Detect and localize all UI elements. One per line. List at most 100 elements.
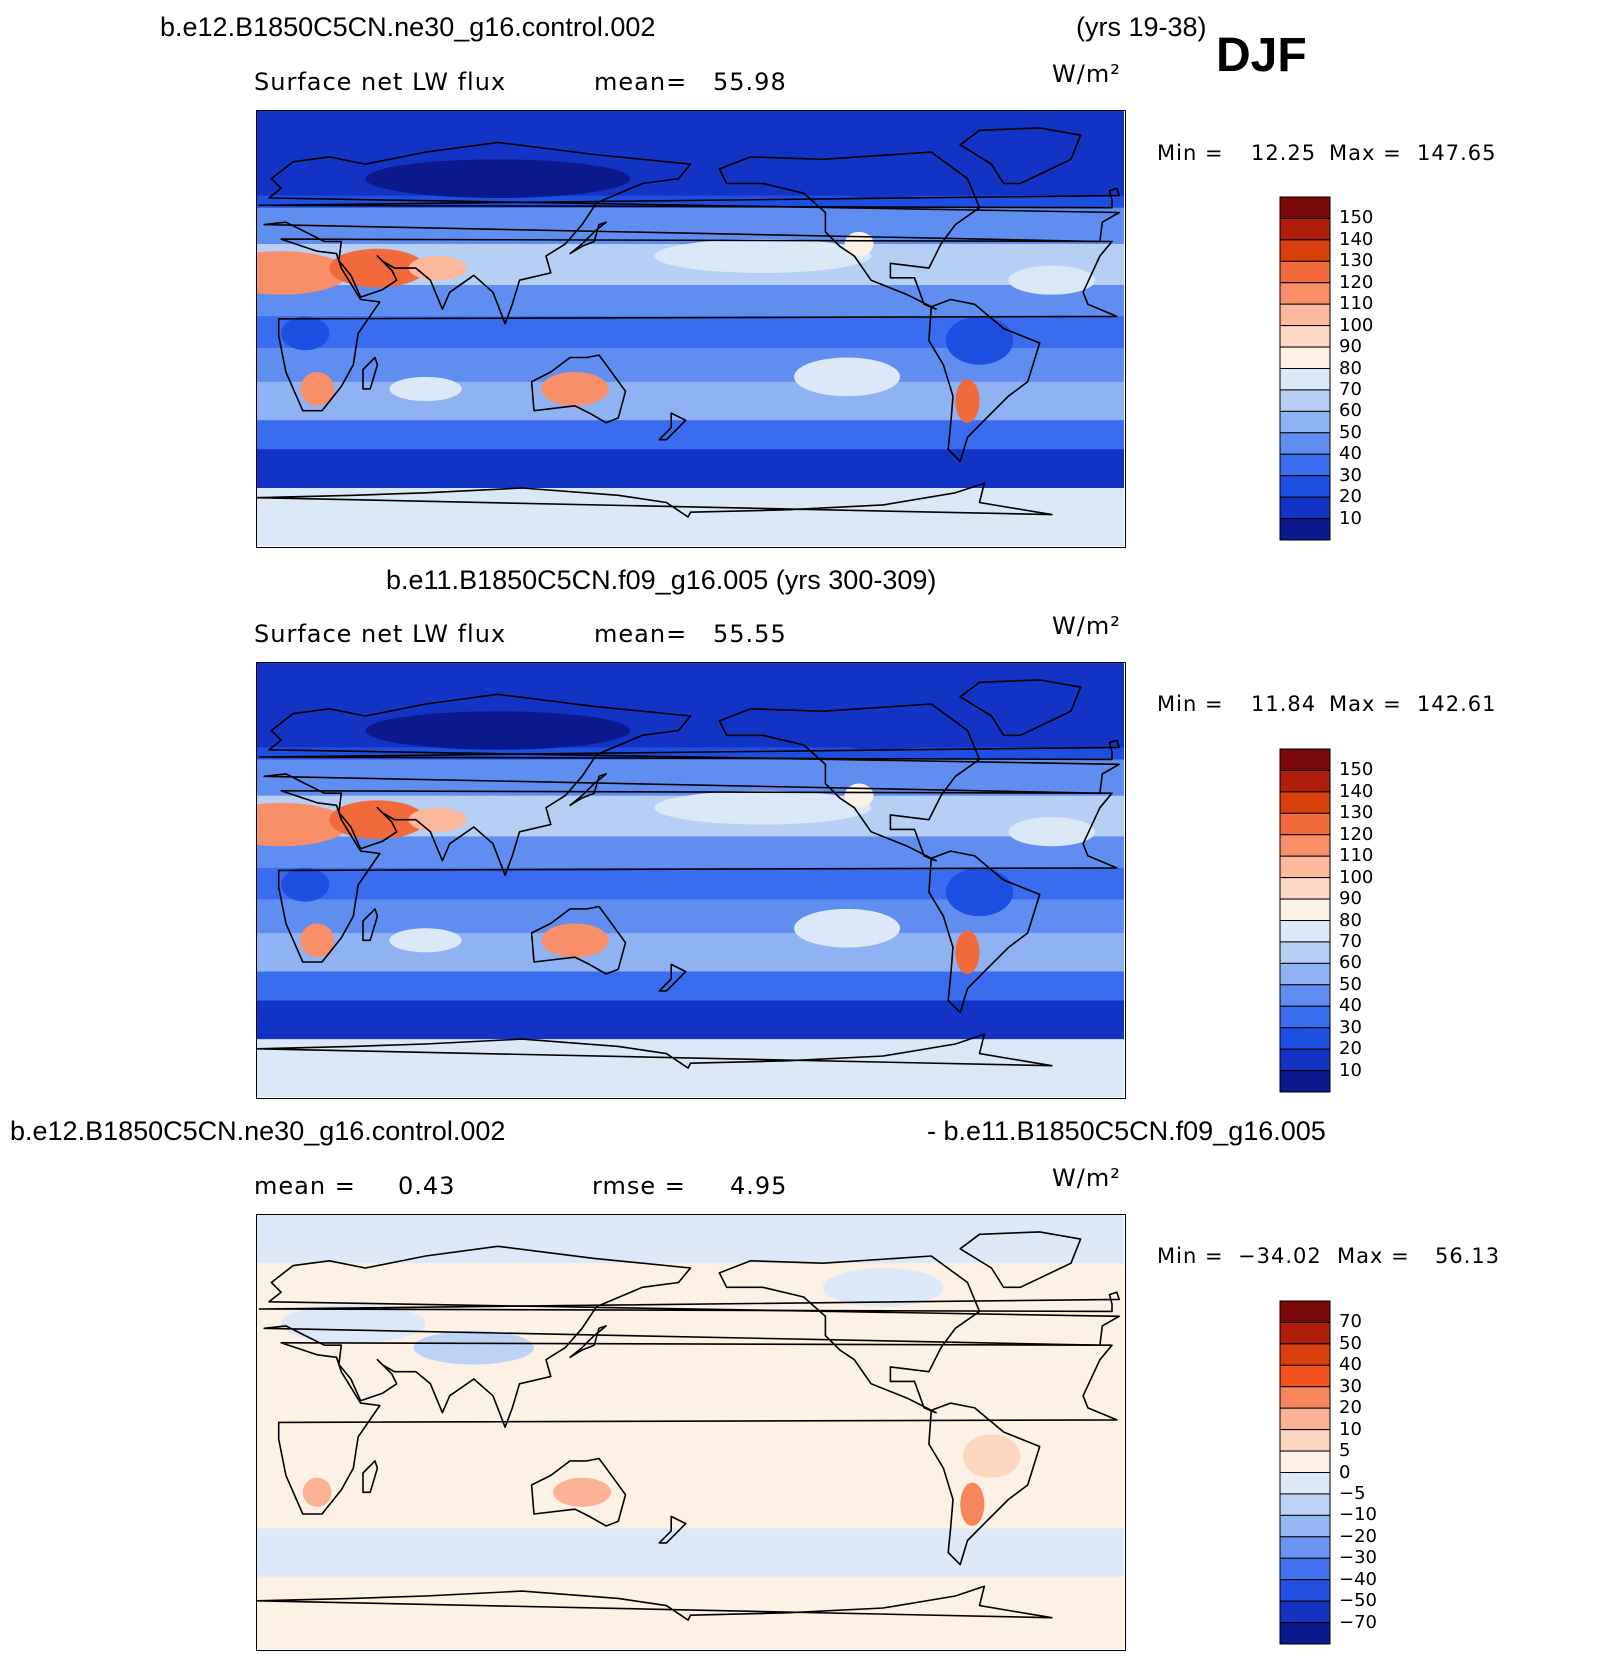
colorbar-tick-label: 70	[1339, 378, 1362, 400]
panel3-rmse-value: 4.95	[730, 1172, 788, 1200]
madagascar-coastline	[362, 356, 379, 390]
colorbar-swatch	[1279, 1622, 1331, 1645]
uk-coastline	[258, 739, 1121, 761]
eurasia-cool	[281, 1304, 426, 1343]
north-tropic-band	[257, 836, 1124, 868]
colorbar-tick-label: −5	[1339, 1482, 1366, 1504]
south-midlat-band	[257, 420, 1124, 450]
colorbar-tick-label: 50	[1339, 421, 1362, 443]
colorbar-tick-label: 30	[1339, 1016, 1362, 1038]
panel2-map	[256, 662, 1126, 1099]
south-subtropic-band	[257, 933, 1124, 972]
colorbar-tick-label: 110	[1339, 293, 1374, 315]
panel3-max-label: Max =	[1337, 1244, 1410, 1268]
colorbar-swatch	[1279, 1070, 1331, 1093]
colorbar-swatch	[1279, 1557, 1331, 1581]
colorbar-tick-label: 40	[1339, 1354, 1362, 1376]
panel1-field	[257, 111, 1124, 546]
south-midlat-band	[257, 971, 1124, 1001]
colorbar-swatch	[1279, 1300, 1331, 1323]
andes-warm	[960, 1482, 985, 1527]
colorbar-swatch	[1279, 282, 1331, 305]
andes-heat	[955, 379, 980, 423]
colorbar-tick-label: −30	[1339, 1547, 1377, 1569]
colorbar-swatch	[1279, 346, 1331, 369]
colorbar-tick-label: 70	[1339, 930, 1362, 952]
europe-asia-coastline	[263, 693, 1121, 876]
north-america-coastline	[718, 1255, 981, 1414]
panel2-max-label: Max =	[1329, 692, 1402, 716]
kalahari-heat	[300, 372, 335, 406]
panel2-min-label: Min =	[1157, 692, 1224, 716]
tibet-cool	[413, 1330, 534, 1365]
antarctica-coastline	[257, 1033, 1053, 1069]
colorbar-swatch	[1279, 453, 1331, 477]
colorbar-tick-label: −40	[1339, 1568, 1377, 1590]
colorbar-swatch	[1279, 984, 1331, 1007]
colorbar-tick-label: 140	[1339, 228, 1374, 250]
canada-cold	[810, 159, 956, 198]
greenland-coastline	[959, 679, 1082, 737]
colorbar-swatch	[1279, 962, 1331, 986]
colorbar-tick-label: 60	[1339, 400, 1362, 422]
panel1-min-label: Min =	[1157, 141, 1224, 165]
panel3-mean-value: 0.43	[398, 1172, 456, 1200]
atlantic-high	[1008, 817, 1096, 847]
pacific-subtropical-high	[654, 790, 872, 825]
colorbar-tick-label: 120	[1339, 271, 1374, 293]
colorbar-tick-label: 150	[1339, 759, 1374, 781]
greenland-coastline	[959, 127, 1082, 185]
colorbar-swatch	[1279, 217, 1331, 241]
uk-coastline	[258, 1291, 1121, 1313]
colorbar-tick-label: 5	[1339, 1440, 1351, 1462]
panel1-mean-value: 55.98	[713, 68, 787, 96]
new-zealand-coastline	[658, 412, 687, 441]
colorbar-tick-label: 80	[1339, 909, 1362, 931]
congo-moist	[281, 867, 330, 902]
africa-coastline	[277, 238, 1118, 412]
colorbar-tick-label: 50	[1339, 1332, 1362, 1354]
colorbar-swatch	[1279, 410, 1331, 434]
colorbar-swatch	[1279, 791, 1331, 814]
panel3-colorbar: 70 50 40 30 20 10 5 0 −5 −10 −20 −30 −40 −50 −70	[1279, 1300, 1419, 1645]
panel3-units: W/m²	[1052, 1164, 1121, 1192]
colorbar-swatch	[1279, 260, 1331, 284]
north-tropic-band	[257, 285, 1124, 317]
colorbar-tick-label: 130	[1339, 250, 1374, 272]
africa-coastline	[277, 1342, 1118, 1515]
new-zealand-coastline	[658, 963, 687, 992]
india-heat	[408, 256, 467, 281]
australia-heat	[541, 372, 609, 406]
colorbar-swatch	[1279, 834, 1331, 857]
colorbar-swatch	[1279, 1493, 1331, 1516]
colorbar-tick-label: 90	[1339, 336, 1362, 358]
sw-usa-warm	[844, 783, 874, 808]
colorbar-swatch	[1279, 1321, 1331, 1345]
north-america-coastline	[718, 151, 981, 310]
panel3-mean-label: mean =	[254, 1172, 356, 1200]
panel3-field	[257, 1215, 1124, 1649]
panel2-mean-value: 55.55	[713, 620, 787, 648]
canada-cool	[822, 1268, 944, 1307]
colorbar-swatch	[1279, 1407, 1331, 1431]
colorbar-swatch	[1279, 1027, 1331, 1050]
colorbar-swatch	[1279, 389, 1331, 412]
se-pacific-high	[794, 357, 901, 397]
colorbar-tick-label: 20	[1339, 1397, 1362, 1419]
colorbar-tick-label: 60	[1339, 952, 1362, 974]
colorbar-tick-label: −20	[1339, 1525, 1377, 1547]
colorbar-tick-label: 40	[1339, 995, 1362, 1017]
pacific-neutral	[630, 1359, 896, 1457]
colorbar-swatch	[1279, 496, 1331, 520]
colorbar-swatch	[1279, 1343, 1331, 1366]
colorbar-swatch	[1279, 855, 1331, 879]
colorbar-tick-label: 30	[1339, 1375, 1362, 1397]
australia-warm	[553, 1477, 612, 1507]
colorbar-swatch	[1279, 303, 1331, 327]
colorbar-swatch	[1279, 475, 1331, 498]
india-heat	[408, 807, 467, 832]
colorbar-swatch	[1279, 1386, 1331, 1409]
panel2-mean-label: mean=	[594, 620, 688, 648]
colorbar-tick-label: 90	[1339, 888, 1362, 910]
colorbar-swatch	[1279, 920, 1331, 943]
